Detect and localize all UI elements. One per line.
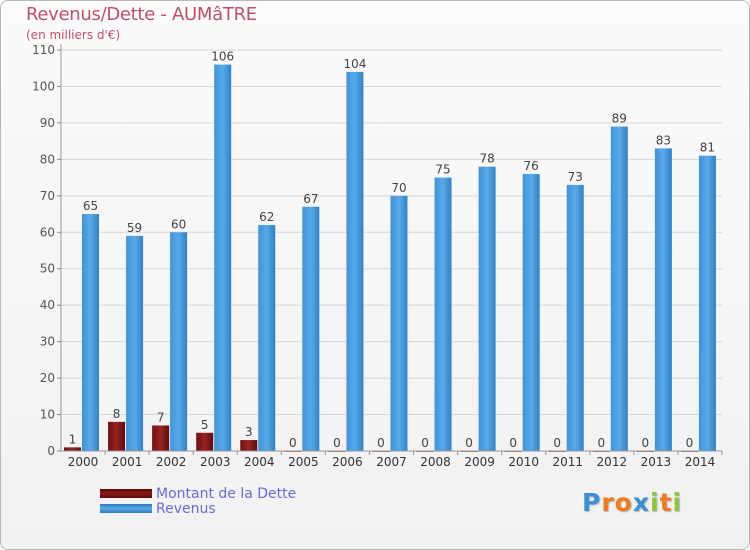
logo-letter: P — [582, 488, 602, 517]
x-tick-label: 2000 — [68, 455, 99, 469]
legend-label-revenus: Revenus — [156, 500, 216, 517]
revenue-bar — [170, 232, 188, 451]
debt-bar — [108, 421, 126, 451]
revenue-bar — [214, 64, 232, 451]
legend: Montant de la Dette Revenus — [100, 485, 297, 517]
debt-bar-label: 0 — [421, 436, 429, 450]
debt-bar-label: 7 — [157, 410, 165, 424]
revenue-bar — [346, 71, 364, 451]
revenue-bar-label: 75 — [435, 163, 450, 177]
revenue-bar-label: 104 — [343, 57, 366, 71]
y-tick-label: 20 — [40, 371, 55, 385]
logo-letter: i — [672, 488, 683, 517]
debt-bar-label: 0 — [597, 436, 605, 450]
y-tick-label: 110 — [32, 43, 55, 57]
revenue-bar — [522, 173, 540, 452]
revenue-bar — [126, 235, 144, 451]
revenue-bar — [610, 126, 628, 452]
revenue-bar-label: 73 — [568, 170, 583, 184]
revenue-bar — [258, 224, 276, 451]
revenue-bar — [302, 206, 320, 451]
debt-bar-label: 5 — [201, 418, 209, 432]
x-tick-label: 2009 — [464, 455, 495, 469]
revenue-bar-label: 65 — [83, 199, 98, 213]
y-tick-label: 0 — [47, 444, 55, 458]
debt-bar — [240, 440, 258, 451]
revenue-bar — [82, 214, 99, 451]
revenue-bar-label: 81 — [700, 141, 715, 155]
y-tick-label: 80 — [40, 152, 55, 166]
debt-bar-label: 1 — [69, 432, 77, 446]
x-tick-label: 2005 — [288, 455, 319, 469]
x-tick-label: 2014 — [685, 455, 716, 469]
revenue-bar — [478, 166, 496, 451]
revenue-bar — [390, 195, 408, 451]
debt-bar-label: 0 — [377, 436, 385, 450]
y-tick-label: 70 — [40, 189, 55, 203]
y-tick-label: 40 — [40, 298, 55, 312]
revenue-bar-label: 106 — [211, 50, 234, 64]
logo-letter: x — [632, 488, 650, 517]
y-tick-label: 60 — [40, 225, 55, 239]
x-tick-label: 2010 — [508, 455, 539, 469]
legend-swatch-dette — [100, 489, 152, 498]
x-tick-label: 2006 — [332, 455, 363, 469]
revenue-bar — [434, 177, 452, 451]
revenue-bar — [654, 148, 672, 451]
debt-bar-label: 0 — [509, 436, 517, 450]
x-tick-label: 2008 — [420, 455, 451, 469]
debt-bar — [196, 432, 214, 451]
debt-bar-label: 0 — [465, 436, 473, 450]
revenue-bar-label: 76 — [524, 159, 539, 173]
revenue-bar-label: 70 — [391, 181, 406, 195]
debt-bar-label: 0 — [686, 436, 694, 450]
x-tick-label: 2012 — [597, 455, 628, 469]
logo-letter: r — [601, 488, 615, 517]
debt-bar — [152, 425, 170, 451]
x-tick-label: 2011 — [552, 455, 583, 469]
y-tick-label: 10 — [40, 408, 55, 422]
revenue-bar — [566, 184, 584, 451]
y-tick-label: 30 — [40, 335, 55, 349]
debt-bar-label: 0 — [333, 436, 341, 450]
logo-letter: o — [614, 488, 633, 517]
revenue-bar-label: 59 — [127, 221, 142, 235]
legend-swatch-revenus — [100, 504, 152, 513]
legend-item-revenus: Revenus — [100, 500, 296, 517]
legend-item-dette: Montant de la Dette — [100, 485, 297, 502]
chart-subtitle: (en milliers d'€) — [26, 28, 121, 42]
proxiti-logo: Proxiti — [582, 488, 682, 517]
legend-label-dette: Montant de la Dette — [156, 485, 297, 502]
x-tick-label: 2001 — [112, 455, 143, 469]
revenue-bar-label: 62 — [259, 210, 274, 224]
debt-bar-label: 3 — [245, 425, 253, 439]
logo-letter: t — [659, 488, 673, 517]
debt-bar — [64, 447, 81, 451]
revenue-bar-label: 89 — [612, 112, 627, 126]
logo-letter: i — [650, 488, 660, 517]
x-tick-label: 2004 — [244, 455, 275, 469]
y-tick-label: 90 — [40, 116, 55, 130]
revenue-bar-label: 67 — [303, 192, 318, 206]
revenue-bar — [698, 155, 716, 451]
y-tick-label: 50 — [40, 262, 55, 276]
debt-bar-label: 0 — [553, 436, 561, 450]
y-tick-label: 100 — [32, 79, 55, 93]
x-tick-label: 2013 — [641, 455, 672, 469]
x-tick-label: 2007 — [376, 455, 407, 469]
chart-title: Revenus/Dette - AUMâTRE — [26, 4, 257, 25]
x-tick-label: 2002 — [156, 455, 187, 469]
debt-bar-label: 0 — [642, 436, 650, 450]
revenue-bar-label: 78 — [479, 152, 494, 166]
debt-bar-label: 0 — [289, 436, 297, 450]
x-tick-label: 2003 — [200, 455, 231, 469]
revenue-bar-label: 83 — [656, 133, 671, 147]
debt-bar-label: 8 — [113, 407, 121, 421]
revenue-bar-label: 60 — [171, 217, 186, 231]
